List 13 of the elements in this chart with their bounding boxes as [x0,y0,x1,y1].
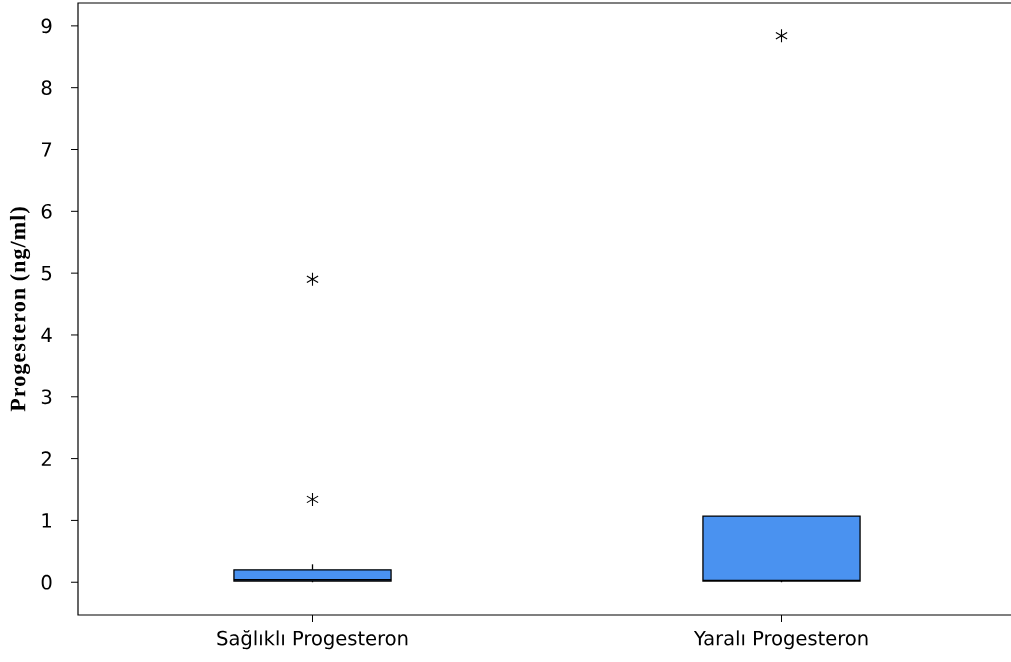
y-tick-label: 8 [41,80,52,96]
y-axis-title: Progesteron (ng/ml) [9,207,31,412]
y-tick-label: 5 [41,265,52,281]
y-tick-label: 7 [41,142,52,157]
y-tick-label: 2 [41,451,51,466]
y-tick-label: 9 [41,18,52,34]
x-tick-label: Sağlıklı Progesteron [217,629,408,650]
y-tick-label: 0 [41,574,52,590]
y-tick-label: 6 [41,203,52,219]
y-tick-label: 3 [41,389,52,405]
x-tick-label: Yaralı Progesteron [693,630,868,650]
y-tick-label: 4 [41,327,52,343]
y-tick-label: 1 [42,513,51,528]
